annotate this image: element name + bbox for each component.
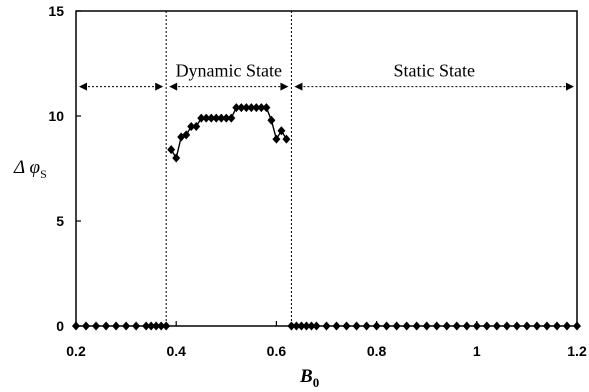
data-point <box>247 103 256 113</box>
data-point <box>147 321 156 331</box>
data-point <box>192 122 201 131</box>
data-point <box>532 321 541 331</box>
x-tick-label: 1 <box>473 343 481 359</box>
y-axis-label: Δ φS <box>13 157 47 181</box>
x-axis-label: B0 <box>299 366 319 390</box>
data-point <box>212 113 221 123</box>
data-point <box>162 321 171 331</box>
region-labels: Dynamic State Static State <box>176 61 475 81</box>
data-point <box>132 321 141 331</box>
x-tick-label: 0.2 <box>66 343 86 359</box>
data-point <box>362 321 371 331</box>
data-point <box>282 134 291 144</box>
data-point <box>142 321 151 331</box>
data-point <box>452 321 461 331</box>
data-point <box>237 103 246 113</box>
region-arrow-right-1 <box>280 82 289 91</box>
data-point <box>167 145 176 155</box>
data-point <box>227 113 236 123</box>
data-point <box>202 113 211 123</box>
data-point <box>332 321 341 331</box>
data-point <box>342 321 351 331</box>
data-point <box>432 321 441 331</box>
data-point <box>102 321 111 331</box>
x-tick-label: 0.6 <box>267 343 287 359</box>
data-point <box>502 321 511 331</box>
data-point <box>187 122 196 131</box>
data-point <box>122 321 131 331</box>
data-point <box>482 321 491 331</box>
data-point <box>462 321 471 331</box>
data-point <box>312 321 321 331</box>
region-label-1: Dynamic State <box>176 61 282 81</box>
data-point <box>542 321 551 331</box>
y-tick-label: 10 <box>48 108 64 124</box>
x-ticks: 0.2 0.4 0.6 0.8 1 1.2 <box>66 321 587 359</box>
data-point <box>222 113 231 123</box>
series-line <box>170 106 288 160</box>
data-point <box>552 321 561 331</box>
region-arrows <box>79 82 574 91</box>
series-polyline <box>170 106 288 160</box>
data-point <box>257 103 266 113</box>
data-point <box>287 321 296 331</box>
data-point <box>297 321 306 331</box>
region-arrow-left-0 <box>79 82 87 91</box>
x-tick-label: 0.8 <box>367 343 387 359</box>
data-point <box>302 321 311 331</box>
region-arrow-right-2 <box>566 82 574 91</box>
data-point <box>382 321 391 331</box>
data-point <box>412 321 421 331</box>
data-point <box>292 321 301 331</box>
region-arrow-left-1 <box>169 82 178 91</box>
data-point <box>82 321 91 331</box>
data-point <box>252 103 261 113</box>
y-tick-label: 15 <box>48 3 64 19</box>
data-point <box>322 321 331 331</box>
data-point <box>277 126 286 136</box>
data-point <box>392 321 401 331</box>
data-point <box>352 321 361 331</box>
data-point <box>522 321 531 331</box>
data-point <box>197 113 206 123</box>
data-point <box>172 153 181 163</box>
region-arrow-right-0 <box>155 82 164 91</box>
data-point <box>232 103 241 113</box>
data-point <box>402 321 411 331</box>
x-tick-label: 1.2 <box>567 343 587 359</box>
data-point <box>422 321 431 331</box>
data-point <box>157 321 166 331</box>
data-point <box>152 321 161 331</box>
y-ticks: 0 5 10 15 <box>48 3 81 334</box>
x-tick-label: 0.4 <box>166 343 186 359</box>
data-point <box>217 113 226 123</box>
series-points <box>72 103 581 331</box>
data-point <box>267 115 276 125</box>
data-point <box>207 113 216 123</box>
data-point <box>492 321 501 331</box>
data-point <box>562 321 571 331</box>
data-point <box>272 134 281 144</box>
y-tick-label: 5 <box>56 213 64 229</box>
data-point <box>182 130 191 140</box>
region-arrow-left-2 <box>294 82 303 91</box>
data-point <box>242 103 251 113</box>
data-point <box>512 321 521 331</box>
region-label-2: Static State <box>393 61 474 81</box>
data-point <box>307 321 316 331</box>
y-tick-label: 0 <box>56 318 64 334</box>
data-point <box>112 321 121 331</box>
data-point <box>262 103 271 113</box>
region-boundaries <box>165 11 292 326</box>
data-point <box>92 321 101 331</box>
plot-frame <box>75 10 578 327</box>
data-point <box>442 321 451 331</box>
